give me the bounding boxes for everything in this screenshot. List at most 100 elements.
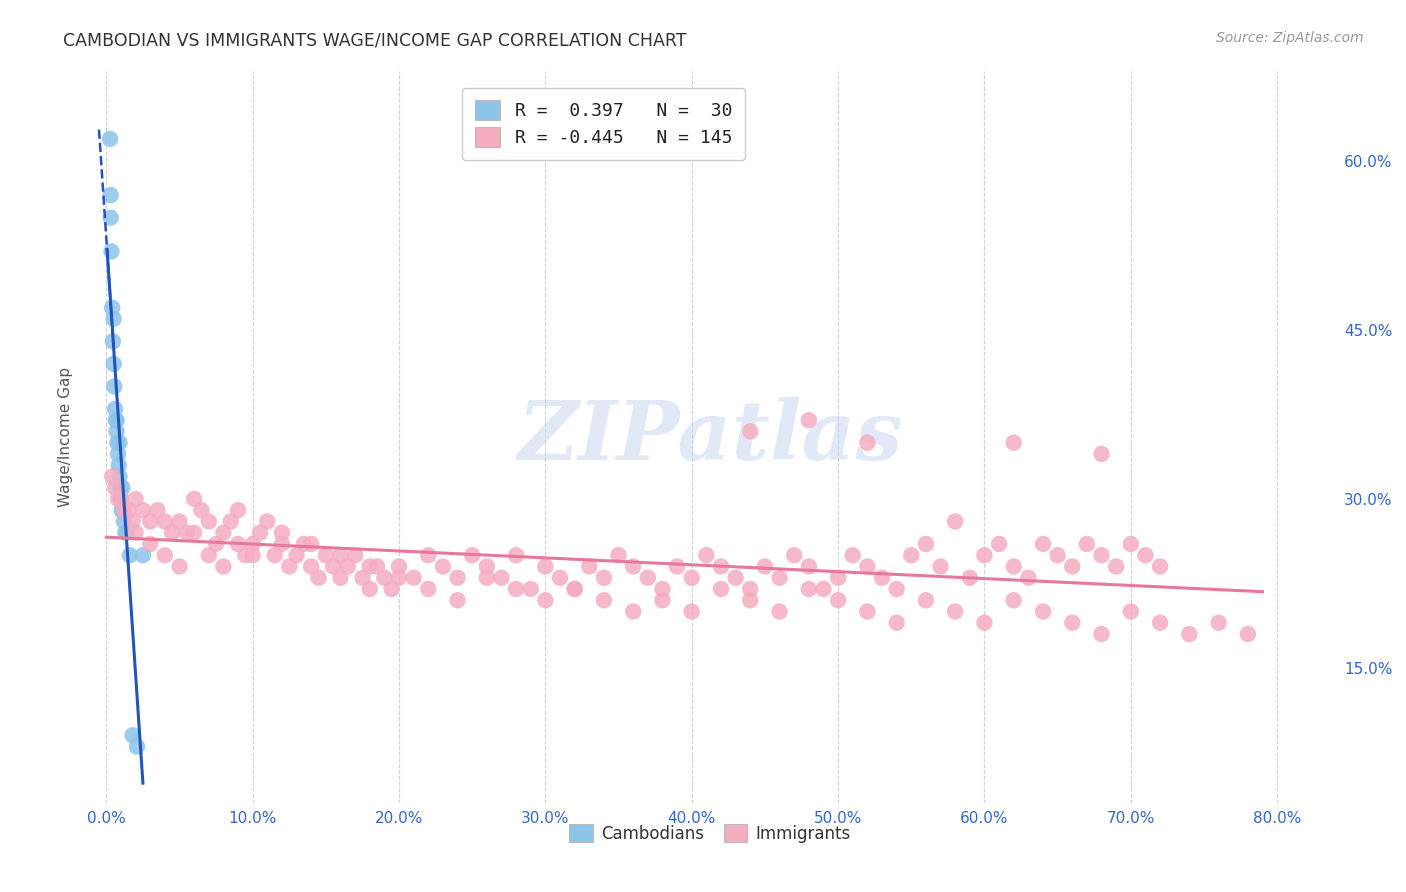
Point [607,548,630,562]
Point [117,503,139,517]
Point [101,334,124,349]
Point [534,593,557,607]
Point [418,548,440,562]
Point [621,559,644,574]
Point [973,615,995,630]
Point [336,559,359,574]
Point [110,491,132,506]
Point [1032,605,1054,619]
Point [593,571,616,585]
Point [446,571,468,585]
Point [1090,447,1112,461]
Point [183,525,205,540]
Point [461,548,484,562]
Point [886,582,908,596]
Point [263,548,285,562]
Point [226,503,249,517]
Point [1149,559,1171,574]
Point [105,413,128,427]
Point [1237,627,1260,641]
Point [988,537,1011,551]
Y-axis label: Wage/Income Gap: Wage/Income Gap [58,367,73,508]
Point [100,244,122,259]
Point [278,559,301,574]
Point [621,605,644,619]
Point [797,582,820,596]
Point [491,571,513,585]
Point [105,435,128,450]
Point [534,559,557,574]
Point [929,559,952,574]
Legend: Cambodians, Immigrants: Cambodians, Immigrants [562,818,858,849]
Point [475,559,498,574]
Point [124,525,146,540]
Point [856,435,879,450]
Point [118,548,141,562]
Point [110,491,132,506]
Point [681,571,703,585]
Point [373,571,395,585]
Point [153,548,176,562]
Point [1119,605,1142,619]
Point [242,548,264,562]
Point [1135,548,1157,562]
Point [322,559,344,574]
Point [1208,615,1230,630]
Point [100,211,122,225]
Point [153,515,176,529]
Point [190,503,212,517]
Point [797,413,820,427]
Point [139,515,162,529]
Point [915,537,938,551]
Point [1017,571,1039,585]
Point [110,491,132,506]
Point [1032,537,1054,551]
Point [943,515,966,529]
Point [1002,559,1025,574]
Point [104,401,127,416]
Point [475,571,498,585]
Point [900,548,922,562]
Point [121,728,143,742]
Point [111,481,134,495]
Point [271,537,294,551]
Point [959,571,981,585]
Point [352,571,374,585]
Point [827,593,849,607]
Point [125,739,148,754]
Point [710,559,733,574]
Point [219,515,242,529]
Point [108,469,131,483]
Point [103,357,125,371]
Point [160,525,183,540]
Point [943,605,966,619]
Point [578,559,600,574]
Point [329,548,352,562]
Point [1149,615,1171,630]
Point [146,503,169,517]
Point [651,593,673,607]
Point [115,525,138,540]
Point [388,571,411,585]
Point [344,548,367,562]
Point [388,559,411,574]
Point [308,571,330,585]
Point [169,559,191,574]
Point [359,559,381,574]
Point [139,537,162,551]
Point [292,537,315,551]
Point [724,571,747,585]
Point [359,582,381,596]
Point [100,188,122,202]
Point [110,481,132,495]
Point [1105,559,1128,574]
Point [813,582,835,596]
Point [768,571,790,585]
Point [1002,593,1025,607]
Point [593,593,616,607]
Point [827,571,849,585]
Point [740,425,762,439]
Point [249,525,271,540]
Point [285,548,308,562]
Point [740,582,762,596]
